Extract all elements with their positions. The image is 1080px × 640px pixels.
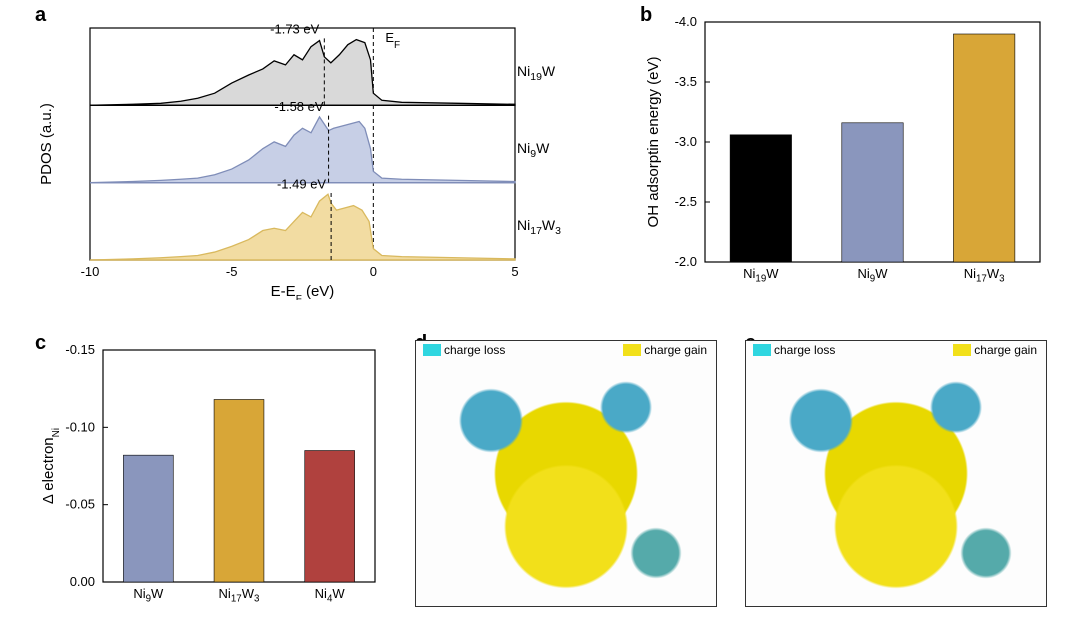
charge-density-render-e (745, 340, 1047, 607)
svg-text:E-EF (eV): E-EF (eV) (271, 283, 335, 300)
pdos-series-label: Ni19W (517, 63, 573, 83)
svg-text:-3.0: -3.0 (675, 134, 697, 149)
pdos-annot-Ni9W: -1.58 eV (274, 99, 323, 114)
svg-text:0.00: 0.00 (70, 574, 95, 589)
svg-text:-4.0: -4.0 (675, 14, 697, 29)
svg-text:-0.10: -0.10 (65, 419, 95, 434)
legend-label-loss: charge loss (444, 343, 505, 357)
bar (842, 123, 903, 262)
bar-category-label: Ni9W (103, 586, 194, 605)
legend-charge-loss: charge loss (423, 343, 505, 357)
legend-charge-loss: charge loss (753, 343, 835, 357)
bar-category-label: Ni17W3 (194, 586, 285, 605)
bar (730, 135, 791, 262)
legend-label-gain: charge gain (974, 343, 1037, 357)
svg-text:-2.5: -2.5 (675, 194, 697, 209)
panel-d-charge-density: charge loss charge gain (415, 340, 715, 605)
legend-charge-gain: charge gain (953, 343, 1037, 357)
legend-swatch-loss (753, 344, 771, 356)
panel-e-charge-density: charge loss charge gain (745, 340, 1045, 605)
svg-text:-10: -10 (81, 264, 100, 279)
legend-swatch-gain (953, 344, 971, 356)
svg-text:OH adsorptin energy (eV): OH adsorptin energy (eV) (645, 57, 662, 228)
svg-text:5: 5 (511, 264, 518, 279)
bar-category-label: Ni17W3 (928, 266, 1040, 285)
bar-category-label: Ni9W (817, 266, 929, 285)
pdos-series-label: Ni9W (517, 140, 573, 160)
svg-text:PDOS (a.u.): PDOS (a.u.) (38, 103, 55, 185)
legend-swatch-loss (423, 344, 441, 356)
bar (123, 455, 173, 582)
svg-text:-3.5: -3.5 (675, 74, 697, 89)
pdos-annot-Ni17W3: -1.49 eV (277, 176, 326, 191)
bar-category-label: Ni4W (284, 586, 375, 605)
panel-c-bar-chart: -0.15 -0.10 -0.05 0.00 Δ electronNi Ni9WNi17W… (35, 340, 385, 620)
svg-text:0: 0 (370, 264, 377, 279)
panel-a-pdos-plot: -10-505E-EF (eV)PDOS (a.u.)EF-1.73 eVNi1… (35, 10, 575, 300)
svg-text:-2.0: -2.0 (675, 254, 697, 269)
svg-text:Δ electronNi: Δ electronNi (40, 428, 62, 504)
pdos-series-label: Ni17W3 (517, 217, 573, 237)
bar-category-label: Ni19W (705, 266, 817, 285)
pdos-annot-Ni19W: -1.73 eV (270, 22, 319, 37)
svg-text:-5: -5 (226, 264, 238, 279)
panel-b-bar-chart: -4.0 -3.5 -3.0 -2.5 -2.0 OH adsorptin energy … (640, 10, 1050, 300)
svg-text:-0.05: -0.05 (65, 497, 95, 512)
bar (305, 451, 355, 582)
bar (214, 399, 264, 582)
charge-density-render-d (415, 340, 717, 607)
legend-swatch-gain (623, 344, 641, 356)
legend-label-gain: charge gain (644, 343, 707, 357)
bar (953, 34, 1014, 262)
svg-text:-0.15: -0.15 (65, 342, 95, 357)
legend-charge-gain: charge gain (623, 343, 707, 357)
legend-label-loss: charge loss (774, 343, 835, 357)
